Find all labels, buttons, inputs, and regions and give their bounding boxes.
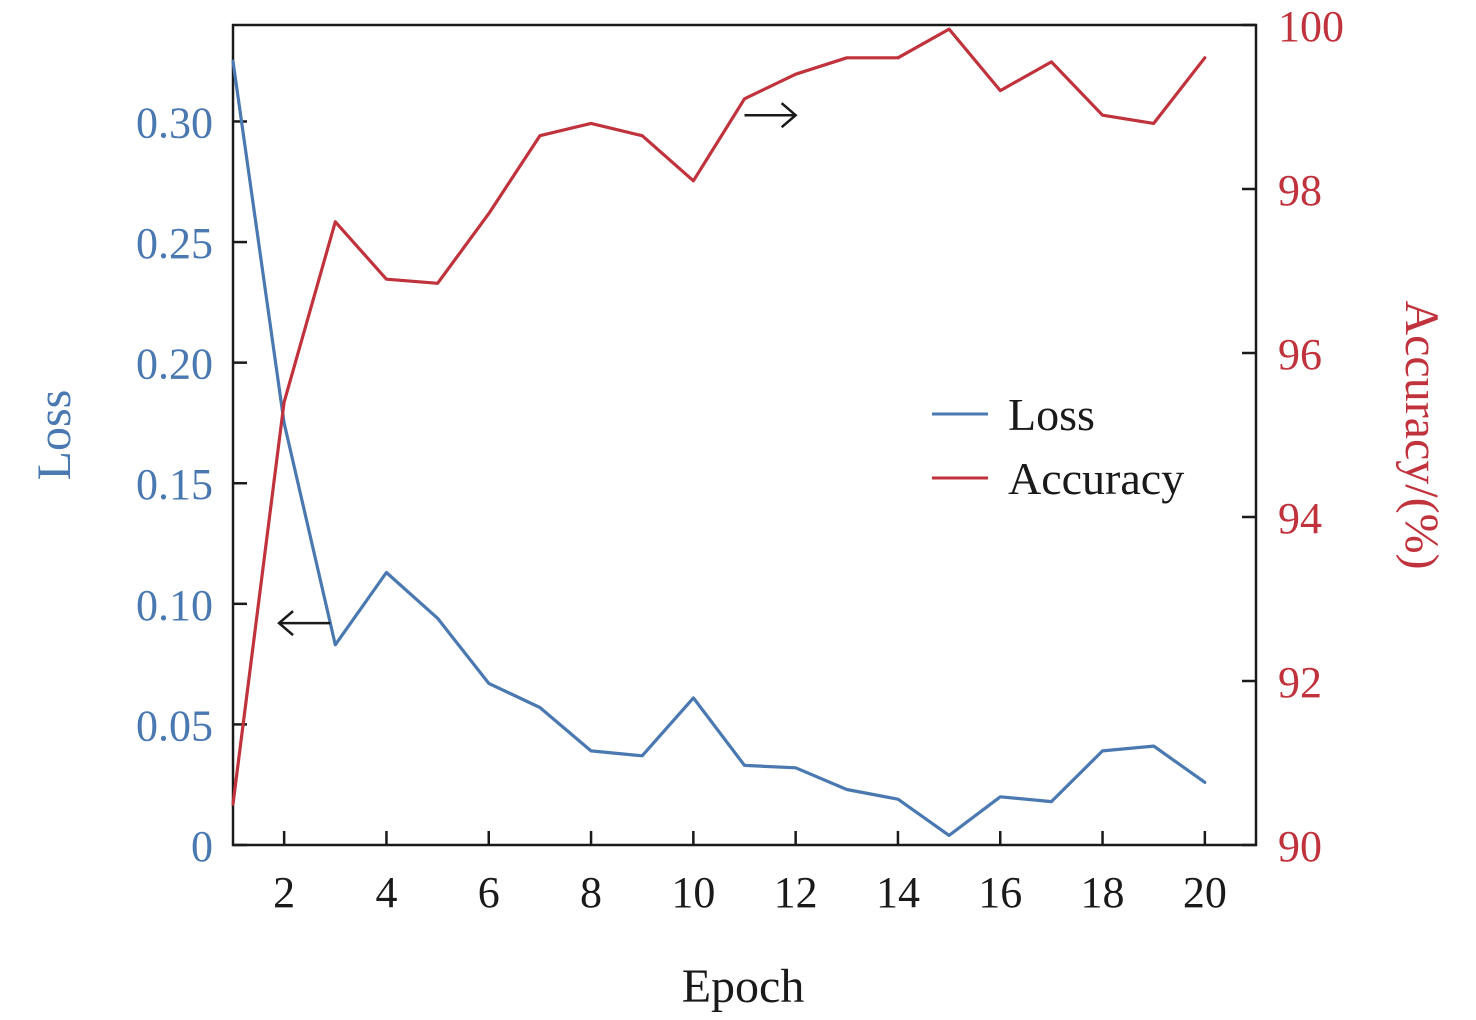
legend-label-accuracy: Accuracy	[1008, 453, 1184, 504]
plot-frame	[231, 23, 1258, 847]
x-tick-label: 10	[671, 868, 715, 917]
x-tick-label: 6	[478, 868, 500, 917]
left-tick-label: 0.15	[136, 460, 213, 509]
right-axis-label: Accuracy/(%)	[1395, 300, 1448, 569]
x-tick-label: 18	[1081, 868, 1125, 917]
x-tick-label: 16	[978, 868, 1022, 917]
left-tick-label: 0.30	[136, 98, 213, 147]
left-tick-label: 0.10	[136, 581, 213, 630]
right-tick-label: 98	[1278, 166, 1322, 215]
series-group	[231, 27, 1207, 838]
annotations	[277, 102, 798, 637]
legend: Loss Accuracy	[932, 389, 1184, 504]
x-axis-ticks: 2 4 6 8 10 12 14 16 18 20	[273, 831, 1227, 917]
legend-label-loss: Loss	[1008, 389, 1095, 440]
left-tick-label: 0.20	[136, 340, 213, 389]
left-axis-label: Loss	[28, 390, 81, 481]
left-tick-label: 0	[191, 822, 213, 871]
x-tick-label: 20	[1183, 868, 1227, 917]
right-tick-label: 96	[1278, 330, 1322, 379]
arrow-annotation-right	[744, 102, 798, 129]
series-line-accuracy	[231, 27, 1207, 806]
x-axis-label: Epoch	[682, 960, 805, 1013]
right-tick-label: 100	[1278, 2, 1344, 51]
right-tick-label: 92	[1278, 658, 1322, 707]
x-tick-label: 14	[876, 868, 920, 917]
x-tick-label: 2	[273, 868, 295, 917]
plot-frame-group	[231, 23, 1258, 847]
x-tick-label: 4	[375, 868, 397, 917]
series-line-loss	[231, 59, 1207, 838]
left-tick-label: 0.05	[136, 701, 213, 750]
x-tick-label: 12	[774, 868, 818, 917]
left-tick-label: 0.25	[136, 219, 213, 268]
arrow-annotation-left	[277, 610, 331, 637]
left-axis-ticks: 0 0.05 0.10 0.15 0.20 0.25 0.30	[136, 98, 247, 871]
right-tick-label: 90	[1278, 822, 1322, 871]
right-tick-label: 94	[1278, 494, 1322, 543]
right-axis-ticks: 90 92 94 96 98 100	[1242, 2, 1344, 871]
x-tick-label: 8	[580, 868, 602, 917]
